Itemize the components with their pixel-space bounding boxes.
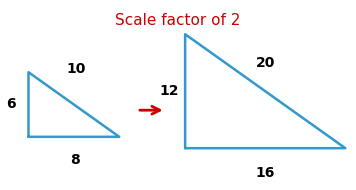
Text: 10: 10 [67, 62, 86, 76]
Text: 6: 6 [6, 97, 16, 112]
Text: 16: 16 [256, 166, 275, 180]
Text: 8: 8 [70, 153, 80, 167]
Text: 20: 20 [256, 56, 275, 70]
Text: Scale factor of 2: Scale factor of 2 [115, 13, 241, 28]
Text: 12: 12 [159, 84, 179, 98]
